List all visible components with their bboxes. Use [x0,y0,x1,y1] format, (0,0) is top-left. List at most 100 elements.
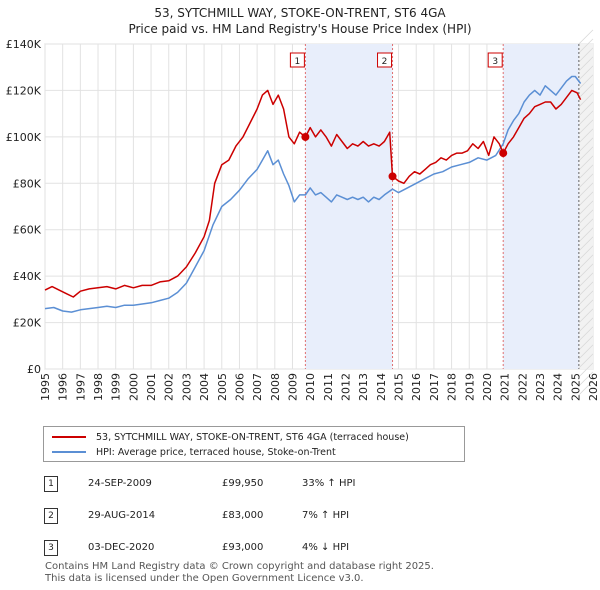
legend-item-property: 53, SYTCHMILL WAY, STOKE-ON-TRENT, ST6 4… [52,430,409,444]
forecast-hatch [578,209,594,225]
forecast-hatch [578,236,594,252]
x-tick-label: 2007 [251,373,264,401]
forecast-hatch [578,308,594,324]
forecast-hatch [578,362,594,378]
price-chart: 1 2 3 £0 £20K £40K £60K £80K £100K £120K £140K 199… [6,29,600,401]
transaction-hpi: 4% ↓ HPI [302,542,350,553]
forecast-hatch [578,263,594,279]
x-tick-label: 1999 [110,373,123,401]
y-tick-label: £60K [13,224,42,237]
x-tick-label: 2010 [304,373,317,401]
x-tick-label: 2018 [446,373,459,401]
x-tick-label: 2026 [587,373,600,401]
y-tick-label: £40K [13,270,42,283]
sale-marker-label: 2 [382,57,388,67]
chart-subtitle: Price paid vs. HM Land Registry's House … [128,22,472,36]
sale-point [499,149,508,158]
legend-label-property: 53, SYTCHMILL WAY, STOKE-ON-TRENT, ST6 4… [96,431,409,443]
x-tick-label: 2004 [198,373,211,401]
y-tick-label: £120K [6,84,42,97]
forecast-hatch [578,218,594,234]
ownership-shade [305,44,393,369]
forecast-hatch [578,227,594,243]
x-tick-label: 2025 [569,373,582,401]
legend-label-hpi: HPI: Average price, terraced house, Stok… [96,446,336,458]
forecast-hatch [578,326,594,342]
x-tick-label: 2006 [233,373,246,401]
forecast-hatch [578,110,594,126]
forecast-hatch [578,182,594,198]
x-tick-label: 1997 [74,373,87,401]
x-tick-label: 2002 [163,373,176,401]
legend-swatch-hpi [52,451,86,453]
x-tick-label: 2016 [410,373,423,401]
footer-licence: This data is licensed under the Open Gov… [45,573,364,584]
x-tick-label: 2008 [269,373,282,401]
sale-marker-label: 1 [295,57,301,67]
x-tick-label: 2012 [340,373,353,401]
x-tick-label: 1998 [92,373,105,401]
y-tick-label: £80K [13,177,42,190]
forecast-hatch [578,335,594,351]
x-tick-label: 2019 [463,373,476,401]
forecast-hatch [578,65,594,81]
forecast-hatch [578,164,594,180]
footer-copyright: Contains HM Land Registry data © Crown c… [45,561,434,572]
forecast-hatch [578,200,594,216]
transaction-number: 1 [44,476,58,492]
forecast-shade [578,44,593,369]
transaction-price: £99,950 [222,478,264,489]
transaction-number: 3 [44,540,58,556]
forecast-hatch [578,83,594,99]
forecast-hatch [578,272,594,288]
forecast-hatch [578,137,594,153]
x-tick-label: 2013 [357,373,370,401]
sale-marker-label: 3 [492,57,498,67]
y-tick-label: £140K [6,38,42,51]
forecast-hatch [578,380,594,396]
x-tick-label: 2022 [516,373,529,401]
forecast-hatch [578,38,594,54]
forecast-hatch [578,317,594,333]
forecast-hatch [578,191,594,207]
transaction-price: £93,000 [222,542,264,553]
transaction-hpi: 33% ↑ HPI [302,478,356,489]
sale-marker-box [487,52,503,68]
transaction-date: 24-SEP-2009 [88,478,152,489]
y-tick-label: £100K [6,131,42,144]
forecast-hatch [578,56,594,72]
transaction-date: 03-DEC-2020 [88,542,155,553]
transaction-row: 1 24-SEP-2009 £99,950 33% ↑ HPI [40,474,500,494]
forecast-hatch [578,353,594,369]
transaction-price: £83,000 [222,510,264,521]
transaction-row: 2 29-AUG-2014 £83,000 7% ↑ HPI [40,506,500,526]
property-series-line [44,75,582,313]
x-tick-label: 2005 [216,373,229,401]
forecast-hatch [578,101,594,117]
sale-marker-box [289,52,305,68]
chart-title: 53, SYTCHMILL WAY, STOKE-ON-TRENT, ST6 4… [154,6,446,20]
forecast-hatch [578,92,594,108]
forecast-hatch [578,119,594,135]
transaction-hpi: 7% ↑ HPI [302,510,350,521]
x-tick-label: 2020 [481,373,494,401]
forecast-hatch [578,29,594,45]
x-tick-label: 2011 [322,373,335,401]
y-tick-label: £0 [27,363,41,376]
forecast-hatch [578,281,594,297]
sale-point [388,172,397,181]
x-tick-label: 2023 [534,373,547,401]
x-tick-label: 2000 [127,373,140,401]
forecast-hatch [578,344,594,360]
x-tick-label: 1995 [39,373,52,401]
forecast-hatch [578,128,594,144]
x-tick-label: 2024 [552,373,565,401]
x-tick-label: 2015 [393,373,406,401]
legend: 53, SYTCHMILL WAY, STOKE-ON-TRENT, ST6 4… [43,426,465,462]
forecast-hatch [578,173,594,189]
y-tick-label: £20K [13,317,42,330]
forecast-hatch [578,155,594,171]
transaction-date: 29-AUG-2014 [88,510,156,521]
transaction-number: 2 [44,508,58,524]
transaction-row: 3 03-DEC-2020 £93,000 4% ↓ HPI [40,538,500,558]
